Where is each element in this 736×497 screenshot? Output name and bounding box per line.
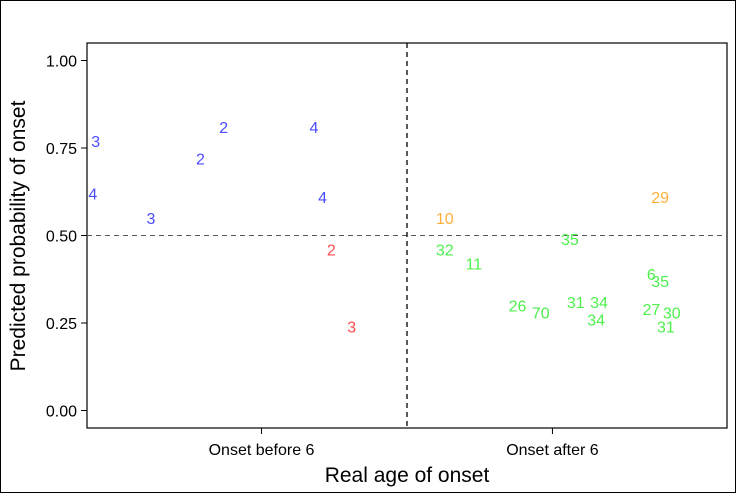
- point-label: 34: [587, 313, 605, 330]
- point-label: 70: [532, 306, 550, 323]
- y-axis-title: Predicted probability of onset: [7, 100, 30, 371]
- point-label: 2: [219, 120, 228, 137]
- point-label: 27: [642, 302, 660, 319]
- y-tick-label: 0.50: [46, 229, 77, 246]
- point-label: 11: [466, 257, 483, 274]
- point-label: 34: [590, 295, 608, 312]
- x-axis: Onset before 6 Onset after 6: [209, 428, 599, 459]
- point-label: 2: [196, 152, 205, 169]
- point-label: 3: [147, 211, 156, 228]
- y-tick-label: 0.25: [46, 316, 77, 333]
- y-tick-label: 1.00: [46, 54, 77, 71]
- x-tick-label: Onset after 6: [506, 442, 599, 459]
- point-label: 4: [309, 120, 318, 137]
- y-axis: 0.00 0.25 0.50 0.75 1.00: [46, 54, 87, 421]
- point-label: 3: [91, 134, 100, 151]
- point-label: 4: [88, 187, 97, 204]
- reference-lines: [87, 43, 727, 428]
- point-label: 3: [347, 320, 356, 337]
- point-label: 10: [436, 211, 454, 228]
- point-label: 30: [663, 306, 681, 323]
- point-label: 2: [327, 243, 336, 260]
- point-label: 29: [651, 190, 669, 207]
- point-label: 31: [567, 295, 585, 312]
- point-label: 35: [651, 274, 669, 291]
- x-axis-title: Real age of onset: [325, 464, 490, 487]
- point-label: 4: [318, 190, 327, 207]
- x-tick-label: Onset before 6: [209, 442, 315, 459]
- y-tick-label: 0.00: [46, 404, 77, 421]
- point-label: 6: [647, 267, 656, 284]
- point-label: 31: [657, 320, 675, 337]
- y-tick-label: 0.75: [46, 141, 77, 158]
- point-label: 32: [436, 243, 454, 260]
- point-label: 26: [509, 299, 527, 316]
- point-label: 35: [561, 232, 579, 249]
